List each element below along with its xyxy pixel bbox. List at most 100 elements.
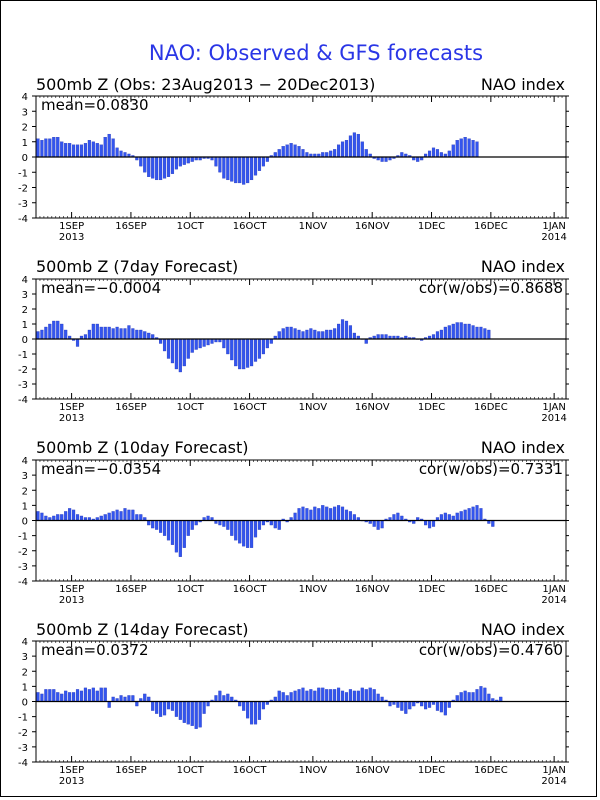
x-tick-label: 1DEC	[418, 221, 445, 232]
nao-bar	[246, 701, 250, 719]
nao-bar	[36, 511, 40, 521]
nao-bar	[257, 701, 262, 720]
nao-bar	[499, 696, 503, 702]
panel-title: 500mb Z (10day Forecast)	[36, 438, 248, 457]
nao-bar	[174, 520, 178, 553]
nao-bar	[431, 147, 436, 158]
nao-bar	[451, 144, 455, 158]
nao-bar	[376, 693, 380, 702]
nao-bar	[459, 692, 463, 702]
nao-bar	[99, 687, 103, 702]
nao-bar	[230, 338, 234, 361]
nao-bar	[289, 326, 293, 340]
nao-bar	[72, 509, 76, 521]
nao-bar	[356, 133, 360, 158]
nao-bar	[443, 701, 447, 716]
nao-bar	[151, 334, 155, 340]
nao-bar	[226, 156, 230, 181]
x-tick-label: 16DEC	[474, 584, 508, 595]
nao-bar	[75, 689, 80, 702]
x-tick-label: 16SEP	[115, 584, 146, 595]
nao-bar	[352, 332, 356, 340]
nao-bar	[459, 511, 463, 521]
y-tick-label: -1	[18, 713, 28, 724]
nao-bar	[79, 515, 84, 521]
nao-bar	[348, 689, 353, 702]
nao-bar	[52, 689, 56, 702]
nao-bar	[257, 520, 262, 530]
nao-bar	[281, 146, 285, 158]
nao-bar	[68, 143, 72, 158]
nao-bar	[340, 141, 345, 158]
nao-bar	[396, 512, 400, 521]
nao-bar	[305, 690, 309, 702]
nao-bar	[242, 156, 246, 185]
nao-bar	[352, 514, 356, 521]
nao-bar	[135, 701, 139, 707]
nao-bar	[467, 508, 471, 521]
y-tick-label: -1	[18, 532, 28, 543]
nao-bar	[214, 156, 218, 167]
x-tick-label: 1NOV	[299, 584, 328, 595]
nao-bar	[147, 332, 151, 340]
x-tick-label: 1NOV	[299, 221, 328, 232]
nao-bar	[301, 149, 305, 158]
nao-bar	[44, 515, 48, 521]
nao-bar	[99, 326, 103, 340]
nao-bar	[471, 325, 475, 340]
nao-bar	[337, 323, 341, 340]
nao-bar	[348, 135, 353, 158]
nao-bar	[475, 141, 479, 158]
nao-bar	[159, 338, 163, 344]
nao-bar	[475, 326, 479, 340]
nao-bar	[238, 338, 242, 370]
nao-bar	[186, 520, 190, 536]
nao-bar	[170, 701, 175, 711]
nao-bar	[277, 690, 281, 702]
nao-bar	[380, 696, 384, 702]
nao-bar	[313, 506, 317, 521]
nao-bar	[443, 326, 447, 340]
x-tick-label: 1SEP	[59, 221, 84, 232]
nao-bar	[210, 338, 214, 344]
nao-bar	[352, 690, 356, 702]
mean-label: mean=−0.0004	[41, 279, 161, 297]
x-tick-label: 1JAN	[542, 221, 565, 232]
nao-bar	[435, 331, 440, 340]
nao-bar	[135, 514, 139, 521]
nao-bar	[404, 701, 408, 714]
x-tick-label: 1OCT	[177, 221, 205, 232]
y-tick-label: -3	[18, 380, 28, 391]
nao-bar	[123, 152, 127, 158]
nao-bar	[261, 156, 265, 167]
nao-bar	[333, 689, 337, 702]
nao-bar	[435, 701, 440, 711]
nao-bar	[238, 156, 242, 184]
nao-bar	[40, 329, 44, 340]
y-tick-label: 4	[22, 637, 28, 648]
nao-bar	[83, 687, 88, 702]
nao-bar	[44, 689, 48, 702]
nao-bar	[439, 329, 443, 340]
nao-bar	[246, 520, 250, 548]
x-tick-year-label: 2013	[59, 413, 84, 424]
nao-bar	[257, 338, 262, 359]
nao-bar	[182, 338, 186, 367]
nao-bar	[186, 338, 190, 359]
y-tick-label: -3	[18, 562, 28, 573]
y-tick-label: -1	[18, 350, 28, 361]
nao-bar	[123, 696, 127, 702]
y-tick-label: 2	[22, 486, 28, 497]
nao-bar	[143, 331, 147, 340]
nao-bar	[356, 690, 360, 702]
nao-bar	[261, 520, 265, 526]
nao-bar	[451, 515, 455, 521]
nao-bar	[305, 329, 309, 340]
x-tick-label: 1SEP	[59, 765, 84, 776]
nao-bar	[431, 520, 436, 527]
x-tick-label: 16NOV	[355, 765, 390, 776]
nao-bar	[174, 338, 178, 370]
nao-bar	[285, 144, 289, 158]
nao-bar	[174, 156, 178, 170]
